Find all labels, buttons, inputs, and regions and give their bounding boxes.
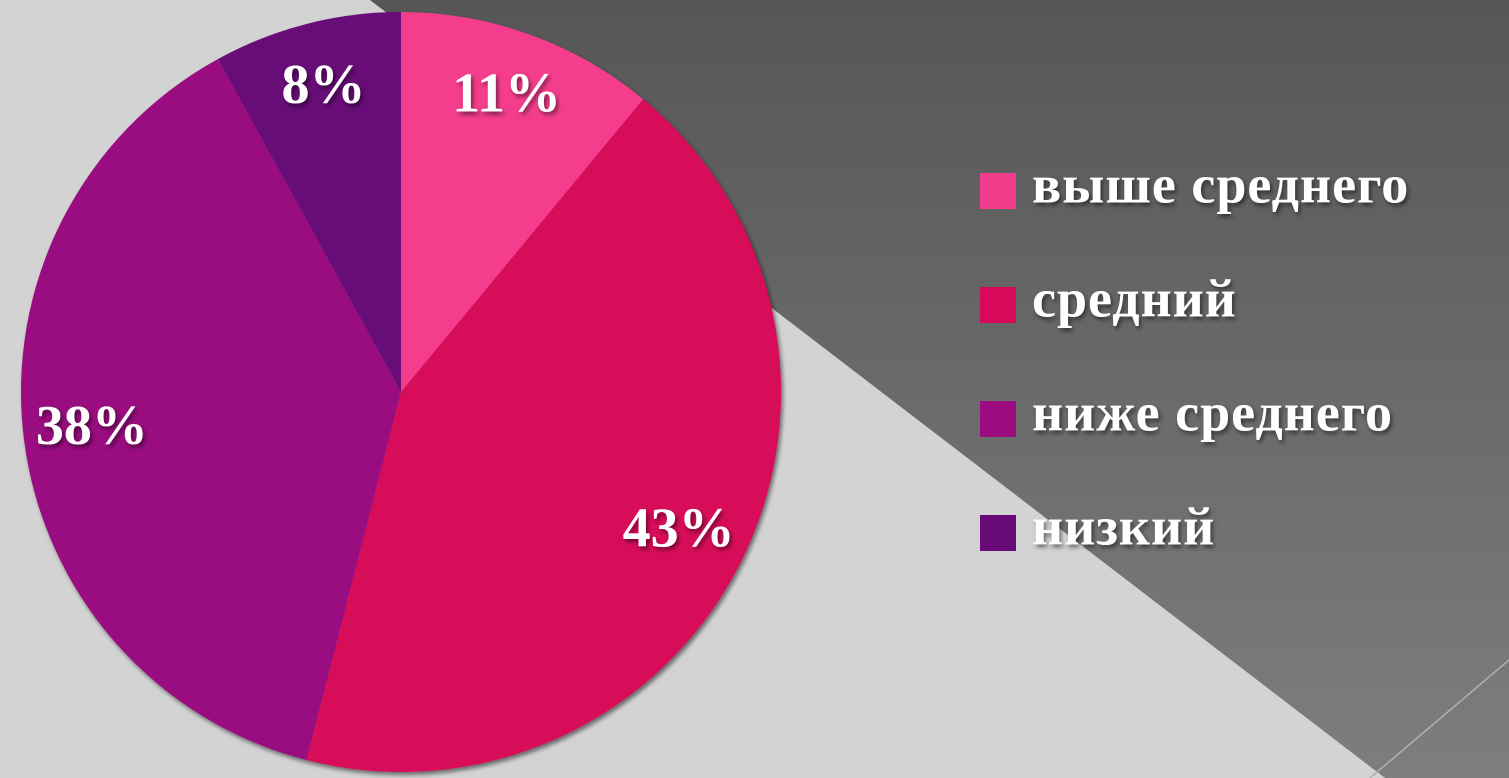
- legend-label: низкий: [1032, 496, 1215, 556]
- legend-swatch: [980, 515, 1016, 551]
- pie-slice: [401, 12, 644, 392]
- data-label: 43%: [623, 497, 735, 559]
- legend-swatch: [980, 401, 1016, 437]
- legend-label: ниже среднего: [1032, 382, 1393, 442]
- data-label: 11%: [452, 63, 561, 125]
- data-label: 8%: [282, 54, 366, 116]
- pie-slice: [217, 11, 401, 392]
- legend-label: средний: [1032, 268, 1237, 328]
- pie: [21, 11, 781, 772]
- decor-line: [1369, 659, 1509, 778]
- pie-slice: [21, 59, 402, 761]
- pie-slice: [306, 99, 781, 772]
- legend-swatch: [980, 287, 1016, 323]
- labels: 11% 43% 38% 8%: [36, 54, 735, 559]
- legend-swatch: [980, 173, 1016, 209]
- legend-label: выше среднего: [1032, 154, 1409, 214]
- data-label: 38%: [36, 395, 148, 457]
- legend: выше среднего средний ниже среднего низкий: [980, 154, 1409, 556]
